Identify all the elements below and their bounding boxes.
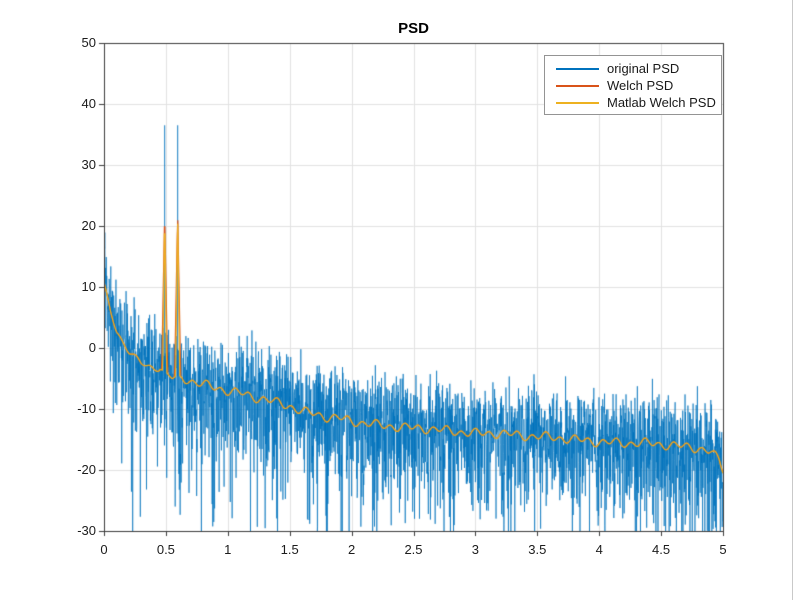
y-tick-label: 20: [81, 218, 96, 233]
legend-label: Welch PSD: [607, 78, 674, 93]
y-tick-label: 0: [88, 340, 96, 355]
y-tick-label: 10: [81, 279, 96, 294]
legend-entry: Welch PSD: [556, 77, 721, 94]
x-tick-label: 4.5: [652, 542, 671, 557]
y-tick-label: 50: [81, 35, 96, 50]
x-tick-label: 1.5: [280, 542, 299, 557]
x-tick-label: 1: [224, 542, 232, 557]
plot-title: PSD: [398, 20, 429, 37]
x-tick-label: 3.5: [528, 542, 547, 557]
legend-label: original PSD: [607, 61, 680, 76]
legend-box: original PSD Welch PSD Matlab Welch PSD: [544, 55, 722, 115]
x-tick-label: 3: [471, 542, 479, 557]
legend-line-sample: [556, 101, 599, 104]
window-edge-line: [792, 0, 793, 600]
y-tick-label: -30: [77, 523, 96, 538]
y-tick-label: -20: [77, 462, 96, 477]
x-tick-label: 0.5: [156, 542, 175, 557]
legend-entry: original PSD: [556, 60, 721, 77]
y-tick-label: 40: [81, 96, 96, 111]
legend-line-sample: [556, 67, 599, 70]
legend-line-sample: [556, 84, 599, 87]
legend-label: Matlab Welch PSD: [607, 95, 716, 110]
x-tick-label: 2: [347, 542, 356, 557]
y-tick-label: 30: [81, 157, 96, 172]
x-tick-label: 4: [595, 542, 603, 557]
x-tick-label: 0: [100, 542, 108, 557]
y-tick-label: -10: [77, 401, 96, 416]
x-tick-label: 2.5: [404, 542, 423, 557]
legend-entry: Matlab Welch PSD: [556, 94, 721, 111]
x-tick-label: 5: [719, 542, 727, 557]
